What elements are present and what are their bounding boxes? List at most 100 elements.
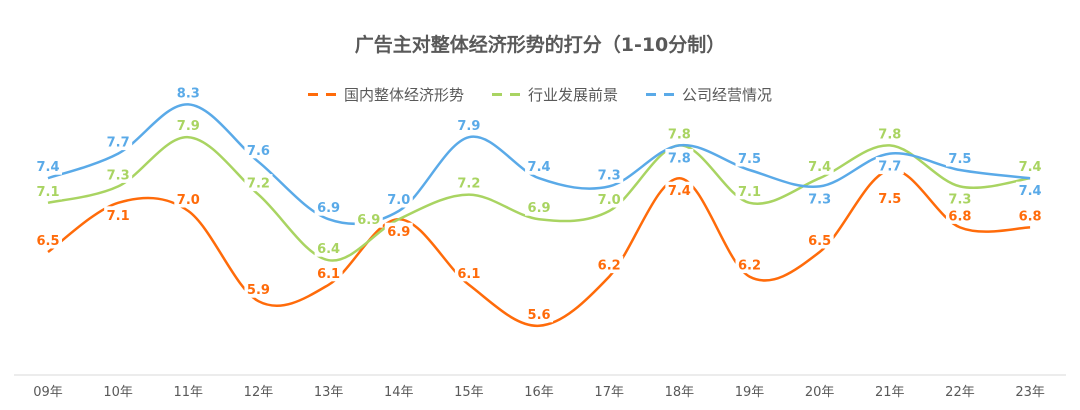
data-label: 7.2	[247, 177, 270, 192]
data-label: 7.1	[107, 209, 130, 224]
data-label-bg	[875, 189, 904, 207]
data-label: 7.4	[1019, 160, 1042, 175]
data-label-bg	[384, 222, 413, 240]
data-label-bg	[104, 133, 133, 151]
data-label: 6.5	[36, 234, 59, 249]
legend-label: 行业发展前景	[527, 86, 618, 104]
data-label: 6.5	[808, 234, 831, 249]
x-tick-label: 16年	[524, 385, 554, 400]
data-label-bg	[384, 190, 413, 208]
data-label-bg	[525, 305, 554, 323]
x-tick-label: 13年	[314, 385, 344, 400]
data-label-bg	[805, 231, 834, 249]
data-label-bg	[34, 157, 62, 175]
data-label-bg	[244, 141, 273, 159]
data-label-bg	[174, 190, 203, 208]
data-label: 6.9	[317, 201, 340, 216]
series-line-0	[47, 168, 1031, 328]
data-label: 7.9	[457, 119, 480, 134]
data-label-bg	[104, 165, 133, 183]
series-line-1	[47, 135, 1031, 262]
data-label-bg	[665, 148, 694, 166]
data-label: 6.1	[457, 267, 480, 282]
legend: 国内整体经济形势 行业发展前景 公司经营情况	[0, 84, 1080, 105]
data-label: 6.8	[1019, 209, 1042, 224]
data-label: 7.4	[1019, 184, 1042, 199]
data-label-bg	[875, 124, 904, 142]
data-label-bg	[454, 264, 483, 282]
x-tick-label: 09年	[33, 385, 63, 400]
x-tick-label: 11年	[174, 385, 204, 400]
data-label: 6.8	[948, 209, 971, 224]
data-label: 5.9	[247, 283, 270, 298]
data-label-bg	[454, 116, 483, 134]
legend-swatch	[307, 93, 338, 96]
data-label-bg	[525, 198, 554, 216]
x-tick-label: 14年	[384, 385, 414, 400]
data-label: 6.9	[387, 225, 410, 240]
data-label: 7.0	[177, 193, 200, 208]
legend-label: 国内整体经济形势	[343, 86, 464, 104]
data-label: 7.3	[598, 168, 621, 183]
data-label-bg	[595, 190, 624, 208]
chart-title: 广告主对整体经济形势的打分（1-10分制）	[354, 34, 726, 56]
data-label-bg	[805, 189, 834, 207]
data-label: 7.0	[598, 193, 621, 208]
data-label-bg	[314, 239, 343, 257]
data-label-bg	[174, 83, 203, 101]
legend-swatch	[646, 93, 676, 96]
data-label: 6.2	[598, 259, 621, 274]
data-label-bg	[454, 174, 483, 192]
data-label: 6.1	[317, 267, 340, 282]
data-label: 7.6	[247, 144, 270, 159]
data-label: 7.4	[668, 184, 691, 199]
data-label: 7.4	[36, 160, 59, 175]
data-label: 7.3	[107, 168, 130, 183]
data-label: 7.5	[948, 152, 971, 167]
x-tick-label: 21年	[875, 385, 905, 400]
legend-item-2: 公司经营情况	[646, 84, 772, 105]
data-label: 7.3	[948, 192, 971, 207]
series-line-2	[47, 103, 1031, 226]
data-label: 6.9	[528, 201, 551, 216]
data-label: 7.8	[878, 127, 901, 142]
legend-item-0: 国内整体经济形势	[307, 84, 464, 105]
x-tick-label: 10年	[103, 385, 133, 400]
x-tick-label: 19年	[735, 385, 765, 400]
data-label: 7.8	[668, 127, 691, 142]
x-tick-label: 18年	[665, 385, 695, 400]
data-label: 7.9	[177, 119, 200, 134]
data-label-bg	[735, 182, 764, 200]
data-label-bg	[945, 149, 974, 167]
data-label-bg	[875, 157, 904, 175]
data-label: 6.4	[317, 242, 340, 257]
data-label: 7.4	[808, 160, 831, 175]
data-label-bg	[1016, 181, 1045, 199]
data-label-bg	[735, 256, 764, 274]
data-label: 7.4	[528, 160, 551, 175]
data-label: 6.9	[357, 213, 380, 228]
data-label: 7.0	[387, 193, 410, 208]
data-label-bg	[595, 165, 624, 183]
data-label: 7.8	[668, 151, 691, 166]
data-label-bg	[314, 264, 343, 282]
data-label: 7.7	[107, 136, 130, 151]
data-label: 7.3	[808, 192, 831, 207]
data-label-bg	[244, 174, 273, 192]
x-tick-label: 12年	[244, 385, 274, 400]
data-label-bg	[665, 181, 694, 199]
data-label: 7.7	[878, 160, 901, 175]
data-label-bg	[34, 231, 62, 249]
data-label-bg	[244, 280, 273, 298]
x-tick-label: 22年	[945, 385, 975, 400]
legend-label: 公司经营情况	[682, 86, 773, 104]
data-label: 7.1	[36, 185, 59, 200]
data-label-bg	[805, 157, 834, 175]
data-label: 5.6	[528, 308, 551, 323]
x-tick-label: 15年	[454, 385, 484, 400]
data-label: 7.1	[738, 185, 761, 200]
data-label: 7.5	[878, 192, 901, 207]
data-label: 7.5	[738, 152, 761, 167]
